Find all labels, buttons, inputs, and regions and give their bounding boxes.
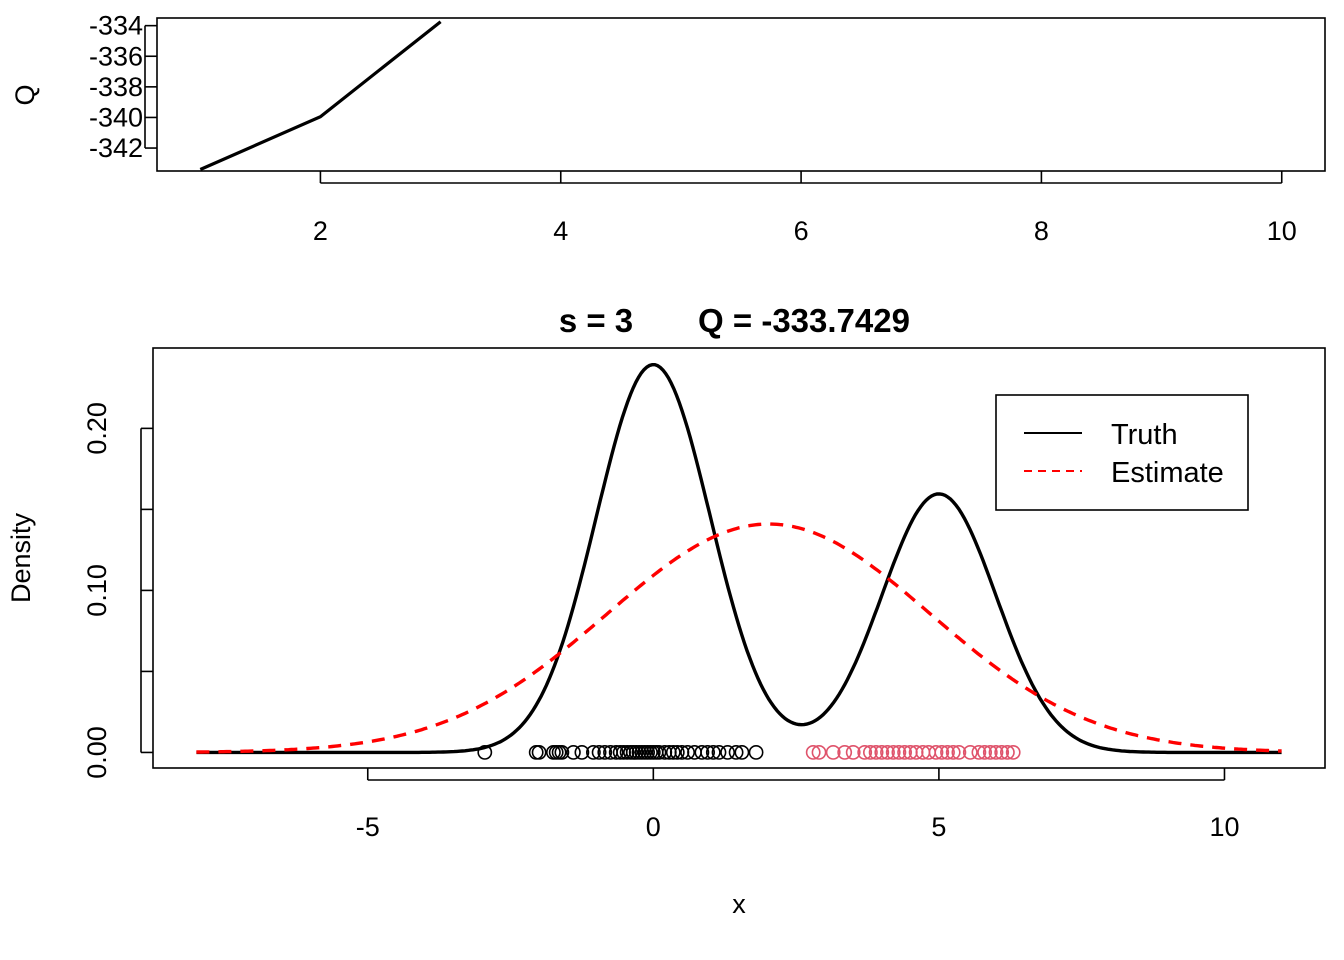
observation-point bbox=[857, 745, 873, 760]
observation-point bbox=[705, 745, 721, 760]
observation-point bbox=[897, 745, 912, 760]
observation-point bbox=[531, 745, 547, 760]
density-curve-truth bbox=[196, 363, 1282, 755]
density-panel: s = 3 Q = -333.7429 -5 0 5 10 0.00 0.10 0.20 x… bbox=[6, 302, 1326, 919]
observation-point bbox=[1005, 745, 1021, 760]
q-trace-ytick-label: -334 bbox=[89, 11, 143, 41]
density-ytick-label: 0.20 bbox=[82, 402, 112, 455]
q-trace-plot-box bbox=[156, 17, 1326, 172]
observation-point bbox=[591, 745, 607, 760]
density-lines bbox=[196, 363, 1282, 755]
observation-point bbox=[574, 745, 590, 760]
observation-point bbox=[934, 745, 950, 760]
observation-point bbox=[994, 745, 1010, 760]
observation-point bbox=[885, 745, 901, 760]
q-trace-ytick-label: -340 bbox=[89, 102, 143, 132]
observation-points bbox=[477, 745, 1021, 760]
observation-point bbox=[680, 745, 695, 760]
q-trace-panel: 2 4 6 8 10 -342-340-338-336-334 Q bbox=[10, 11, 1326, 246]
observation-point bbox=[845, 745, 861, 760]
density-plot-box bbox=[152, 347, 1326, 769]
q-trace-xtick-label: 2 bbox=[313, 216, 328, 246]
observation-point bbox=[837, 745, 853, 760]
observation-point bbox=[880, 745, 895, 760]
observation-point bbox=[608, 745, 624, 760]
observation-point bbox=[811, 745, 827, 760]
density-title-s: s = 3 bbox=[559, 302, 633, 339]
density-ytick-label: 0.10 bbox=[82, 564, 112, 617]
observation-point bbox=[868, 745, 884, 760]
observation-point bbox=[805, 745, 821, 760]
observation-point bbox=[651, 745, 667, 760]
density-ytick-label: 0.00 bbox=[82, 726, 112, 779]
density-ylabel: Density bbox=[6, 512, 36, 603]
density-title-q: Q = -333.7429 bbox=[698, 302, 910, 339]
density-axes: -5 0 5 10 0.00 0.10 0.20 bbox=[82, 402, 1240, 842]
density-xtick-label: -5 bbox=[356, 812, 380, 842]
observation-point bbox=[711, 745, 727, 760]
observation-point bbox=[528, 745, 544, 760]
observation-point bbox=[700, 745, 715, 760]
density-xtick-label: 0 bbox=[646, 812, 661, 842]
observation-point bbox=[1000, 745, 1015, 760]
q-trace-line bbox=[199, 20, 442, 171]
density-xtick-label: 10 bbox=[1209, 812, 1239, 842]
observation-point bbox=[971, 745, 987, 760]
observation-point bbox=[962, 745, 978, 760]
q-trace-lines bbox=[199, 20, 442, 171]
observation-point bbox=[566, 745, 581, 760]
legend-truth-label: Truth bbox=[1111, 419, 1178, 451]
observation-point bbox=[554, 745, 570, 760]
observation-point bbox=[982, 745, 998, 760]
observation-point bbox=[748, 745, 764, 760]
legend-estimate-label: Estimate bbox=[1111, 457, 1224, 489]
observation-point bbox=[669, 745, 685, 760]
observation-point bbox=[988, 745, 1004, 760]
q-trace-xtick-label: 10 bbox=[1267, 216, 1297, 246]
legend-box bbox=[995, 394, 1249, 511]
observation-point bbox=[728, 745, 744, 760]
q-trace-xtick-label: 8 bbox=[1034, 216, 1049, 246]
observation-point bbox=[694, 745, 710, 760]
density-curve-estimate bbox=[196, 522, 1282, 754]
observation-point bbox=[945, 745, 961, 760]
observation-point bbox=[825, 745, 841, 760]
legend: Truth Estimate bbox=[995, 394, 1249, 511]
density-xtick-label: 5 bbox=[931, 812, 946, 842]
observation-point bbox=[586, 745, 601, 760]
q-trace-ylabel: Q bbox=[10, 84, 40, 105]
observation-point bbox=[734, 745, 750, 760]
density-xlabel: x bbox=[732, 889, 746, 919]
observation-point bbox=[928, 745, 944, 760]
q-trace-axes: 2 4 6 8 10 -342-340-338-336-334 bbox=[89, 11, 1297, 246]
observation-point bbox=[940, 745, 955, 760]
q-trace-xtick-label: 4 bbox=[553, 216, 568, 246]
observation-point bbox=[891, 745, 907, 760]
q-trace-xtick-label: 6 bbox=[794, 216, 809, 246]
observation-point bbox=[863, 745, 878, 760]
observation-point bbox=[951, 745, 967, 760]
q-trace-ytick-label: -342 bbox=[89, 133, 143, 163]
q-trace-ytick-label: -336 bbox=[89, 41, 143, 71]
observation-point bbox=[665, 745, 681, 760]
observation-point bbox=[977, 745, 992, 760]
observation-point bbox=[597, 745, 613, 760]
q-trace-ytick-label: -338 bbox=[89, 72, 143, 102]
observation-point bbox=[619, 745, 635, 760]
observation-point bbox=[874, 745, 890, 760]
observation-point bbox=[720, 745, 735, 760]
